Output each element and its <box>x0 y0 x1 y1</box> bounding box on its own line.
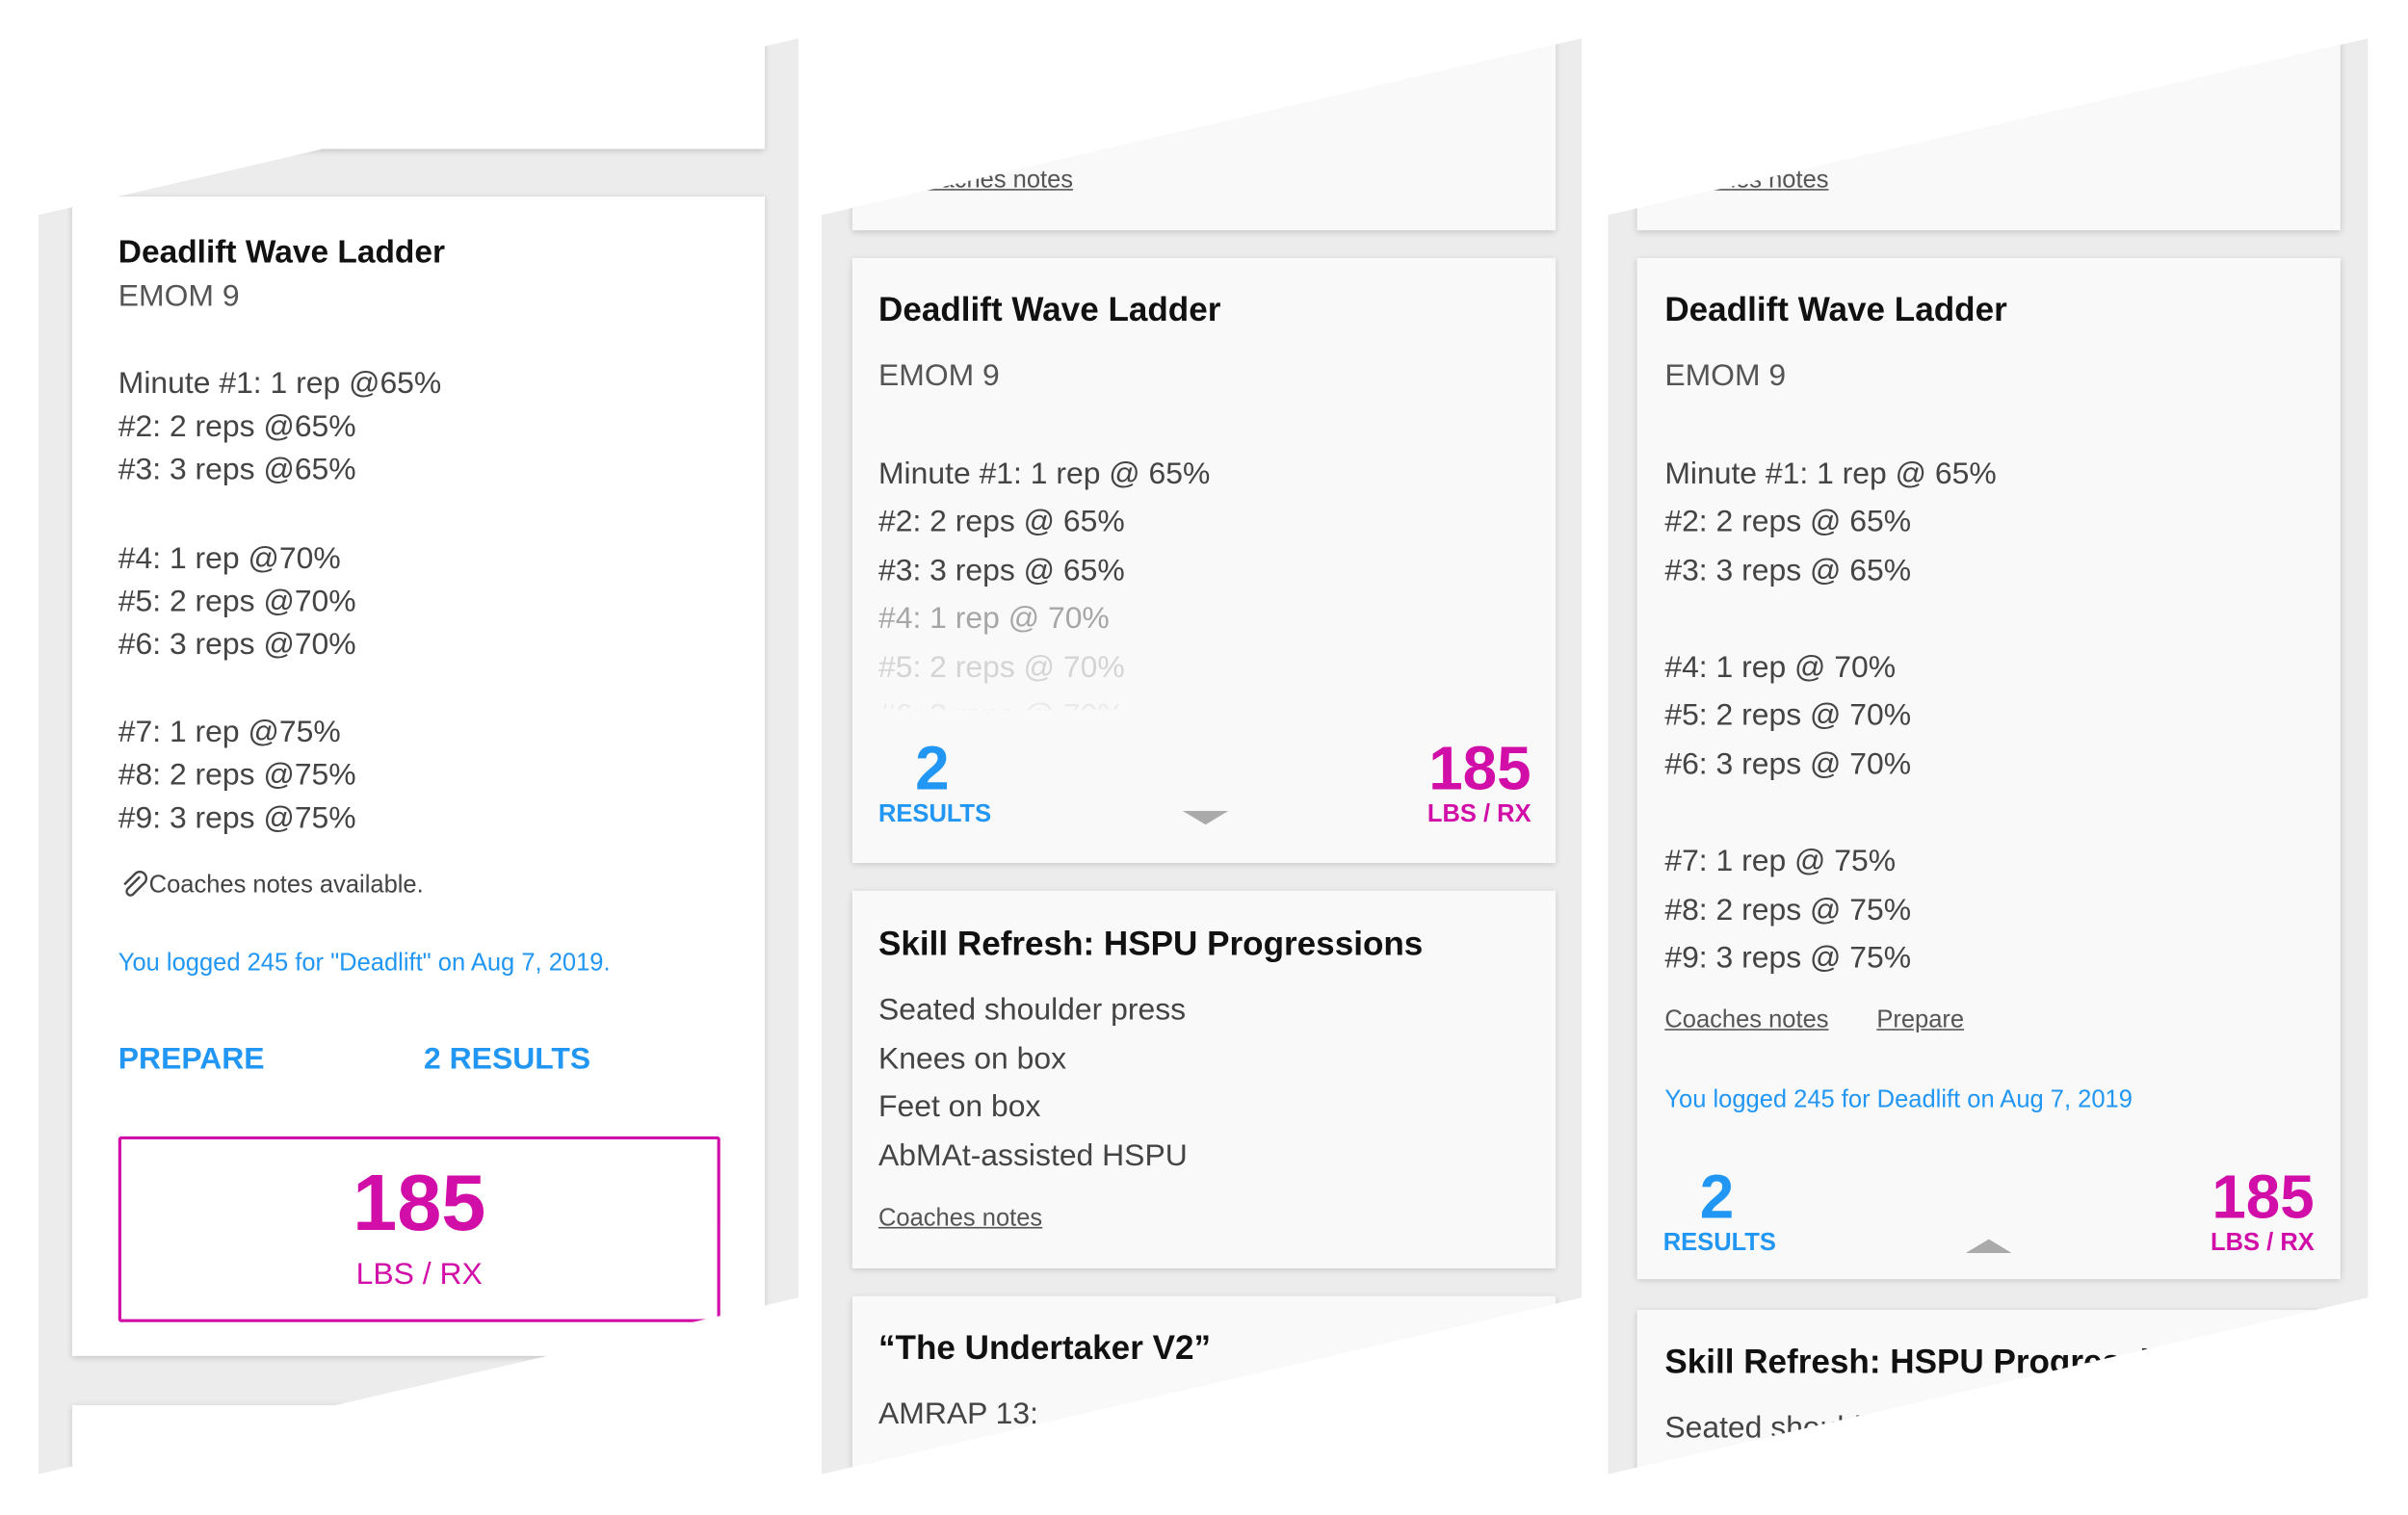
score-unit: LBS / RX <box>1426 801 1531 828</box>
paperclip-icon <box>123 871 147 897</box>
phone-panel: Deadlift Wave Ladder EMOM 9 Minute #1: 1… <box>38 38 799 1475</box>
line: #3: 3 reps @65% <box>118 453 356 487</box>
line: #3: 3 reps @ 65% <box>1664 554 1912 588</box>
workout-card: “The Undertaker V2” AMRAP 13: <box>851 1295 1557 1475</box>
logged-text: You logged 245 for "Deadlift" on Aug 7, … <box>118 950 611 978</box>
card-title: Deadlift Wave Ladder <box>118 234 446 271</box>
line: AbMAt-assisted HSPU <box>877 1139 1188 1174</box>
score: 185 <box>2212 1163 2315 1232</box>
expand-caret[interactable] <box>1182 810 1229 826</box>
workout-card: Skill Refresh: HSPU Progressions Seated … <box>851 890 1557 1268</box>
card <box>71 1404 766 1475</box>
line: Knees on box <box>877 1042 1067 1077</box>
line: AMRAP 13: <box>877 1397 1039 1431</box>
line: #4: 1 rep @ 70% <box>1664 651 1897 686</box>
link[interactable]: Coaches notes <box>1664 167 1829 194</box>
line: #7: 1 rep @ 75% <box>1664 844 1897 878</box>
results-count[interactable]: 2 <box>915 735 950 803</box>
card-title: Deadlift Wave Ladder <box>877 290 1221 329</box>
line: #6: 3 reps @ 70% <box>877 698 1125 733</box>
results-button[interactable]: 2 RESULTS <box>424 1042 591 1077</box>
line: #7: 1 rep @75% <box>118 715 341 750</box>
line: #4: 1 rep @70% <box>118 541 341 576</box>
score-box[interactable]: 185 LBS / RX <box>118 1136 720 1322</box>
phone-panel: Coaches notes Deadlift Wave Ladder EMOM … <box>822 38 1583 1475</box>
note: Coaches notes available. <box>148 872 424 899</box>
card: Coaches notes <box>851 38 1557 231</box>
score: 185 <box>353 1159 486 1249</box>
line: #6: 3 reps @70% <box>118 628 356 663</box>
line: #5: 2 reps @ 70% <box>877 651 1125 686</box>
card: Coaches notes <box>1636 38 2341 231</box>
line: Seated shoulder press <box>877 993 1187 1028</box>
workout-card: Skill Refresh: HSPU Progressions Seated … <box>1636 1310 2341 1475</box>
line: #9: 3 reps @ 75% <box>1664 941 1912 976</box>
link[interactable]: Coaches notes <box>1664 1006 1829 1034</box>
workout-card: Deadlift Wave Ladder EMOM 9 Minute #1: 1… <box>71 196 766 1356</box>
line: #5: 2 reps @ 70% <box>1664 698 1912 733</box>
line: Feet on box <box>877 1090 1041 1125</box>
link[interactable]: Coaches notes <box>908 167 1074 194</box>
card-title: Deadlift Wave Ladder <box>1664 290 2007 329</box>
card-subtitle: EMOM 9 <box>1664 359 1787 394</box>
card <box>71 38 766 149</box>
line: #6: 3 reps @ 70% <box>1664 747 1912 782</box>
results-label[interactable]: RESULTS <box>1662 1230 1776 1257</box>
link[interactable]: Prepare <box>1876 1006 1965 1034</box>
results-label[interactable]: RESULTS <box>877 801 992 828</box>
line: #2: 2 reps @65% <box>118 409 356 444</box>
score-unit: LBS / RX <box>355 1257 483 1292</box>
line: #8: 2 reps @75% <box>118 758 356 793</box>
workout-card: Deadlift Wave Ladder EMOM 9 Minute #1: 1… <box>851 257 1557 864</box>
phone-panel: Coaches notes Deadlift Wave Ladder EMOM … <box>1608 38 2369 1475</box>
card-subtitle: EMOM 9 <box>877 359 1000 394</box>
line: Minute #1: 1 rep @ 65% <box>1664 457 1997 492</box>
card-title: Skill Refresh: HSPU Progressions <box>1664 1342 2210 1381</box>
score-unit: LBS / RX <box>2211 1230 2315 1257</box>
logged-text: You logged 245 for Deadlift on Aug 7, 20… <box>1664 1086 2133 1113</box>
results-count[interactable]: 2 <box>1699 1163 1735 1232</box>
line: #8: 2 reps @ 75% <box>1664 893 1912 928</box>
score: 185 <box>1428 735 1531 803</box>
line: #2: 2 reps @ 65% <box>1664 505 1912 539</box>
link[interactable]: Coaches notes <box>877 1205 1043 1232</box>
line: #5: 2 reps @70% <box>118 585 356 619</box>
line: #9: 3 reps @75% <box>118 801 356 836</box>
line: Seated shoulder press <box>1664 1411 1973 1446</box>
card-subtitle: EMOM 9 <box>118 279 240 314</box>
line: Minute #1: 1 rep @ 65% <box>877 457 1211 492</box>
collapse-caret[interactable] <box>1965 1239 2012 1255</box>
line: #2: 2 reps @ 65% <box>877 505 1125 539</box>
line: Minute #1: 1 rep @65% <box>118 367 442 402</box>
line: #3: 3 reps @ 65% <box>877 554 1125 588</box>
workout-card: Deadlift Wave Ladder EMOM 9 Minute #1: 1… <box>1636 257 2341 1280</box>
line: #4: 1 rep @ 70% <box>877 602 1110 637</box>
card-title: “The Undertaker V2” <box>877 1328 1212 1368</box>
card-title: Skill Refresh: HSPU Progressions <box>877 924 1424 963</box>
prepare-button[interactable]: PREPARE <box>118 1042 265 1077</box>
